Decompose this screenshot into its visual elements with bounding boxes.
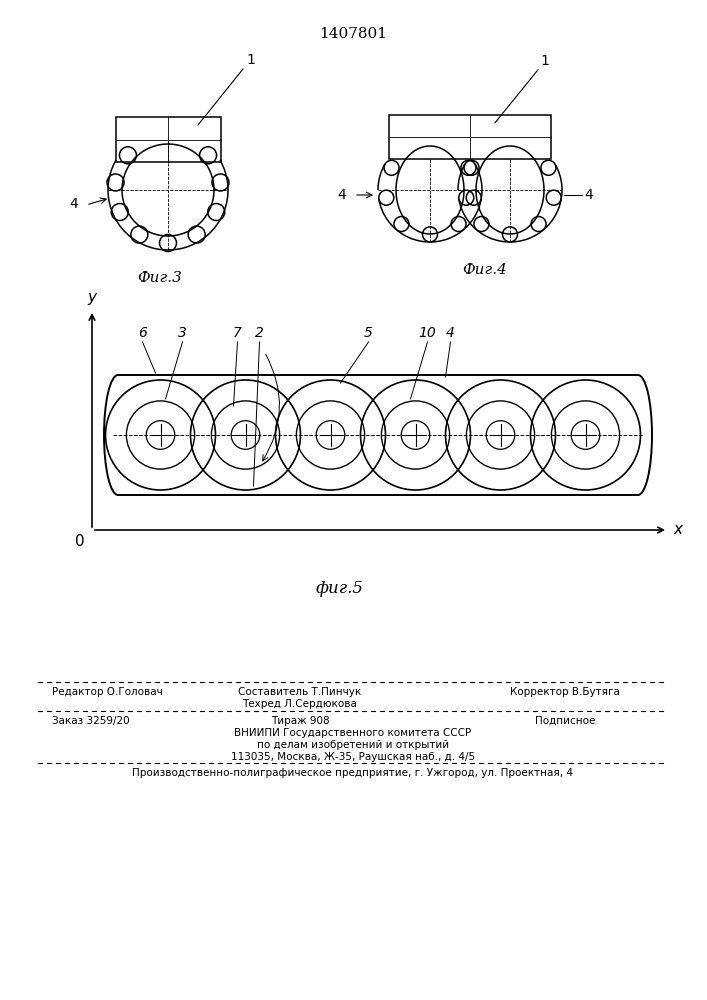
Text: 3: 3 xyxy=(178,326,187,340)
Text: Тираж 908: Тираж 908 xyxy=(271,716,329,726)
Text: Техред Л.Сердюкова: Техред Л.Сердюкова xyxy=(243,699,358,709)
Text: Составитель Т.Пинчук: Составитель Т.Пинчук xyxy=(238,687,361,697)
Text: 4: 4 xyxy=(69,197,78,211)
Text: 0: 0 xyxy=(75,534,85,550)
Text: Подписное: Подписное xyxy=(534,716,595,726)
Text: по делам изобретений и открытий: по делам изобретений и открытий xyxy=(257,740,449,750)
Bar xyxy=(389,115,551,159)
Text: Фиг.4: Фиг.4 xyxy=(462,263,508,277)
Text: 1: 1 xyxy=(246,53,255,67)
Text: ВНИИПИ Государственного комитета СССР: ВНИИПИ Государственного комитета СССР xyxy=(235,728,472,738)
Bar xyxy=(115,117,221,162)
Text: 113035, Москва, Ж-35, Раушская наб., д. 4/5: 113035, Москва, Ж-35, Раушская наб., д. … xyxy=(231,752,475,762)
Text: 1407801: 1407801 xyxy=(319,27,387,41)
Text: 10: 10 xyxy=(419,326,436,340)
Text: Заказ 3259/20: Заказ 3259/20 xyxy=(52,716,129,726)
Text: 1: 1 xyxy=(540,54,549,68)
Text: 6: 6 xyxy=(138,326,147,340)
Text: 4: 4 xyxy=(584,188,592,202)
Text: x: x xyxy=(673,522,682,538)
Text: 7: 7 xyxy=(233,326,242,340)
Text: Редактор О.Головач: Редактор О.Головач xyxy=(52,687,163,697)
Text: y: y xyxy=(88,290,96,305)
Text: 4: 4 xyxy=(337,188,346,202)
Text: Корректор В.Бутяга: Корректор В.Бутяга xyxy=(510,687,620,697)
Text: 5: 5 xyxy=(364,326,373,340)
Text: Производственно-полиграфическое предприятие, г. Ужгород, ул. Проектная, 4: Производственно-полиграфическое предприя… xyxy=(132,768,573,778)
Text: 2: 2 xyxy=(255,326,264,340)
Text: фиг.5: фиг.5 xyxy=(316,580,364,597)
Text: Фиг.3: Фиг.3 xyxy=(138,271,182,285)
Text: 4: 4 xyxy=(446,326,455,340)
